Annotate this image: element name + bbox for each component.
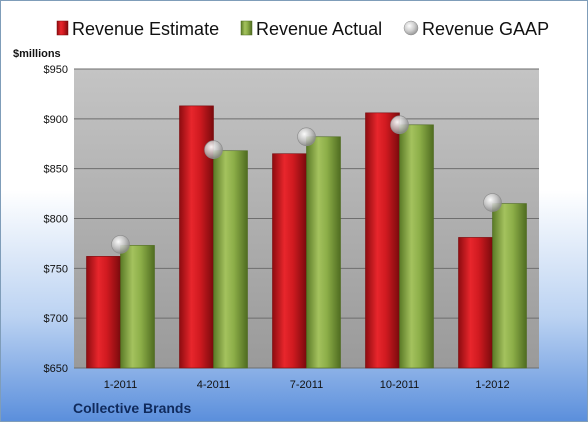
bar-estimate (86, 256, 121, 369)
legend-item-estimate: Revenue Estimate (56, 19, 219, 39)
y-tick-label: $650 (44, 363, 68, 375)
legend-label-actual: Revenue Actual (256, 19, 382, 39)
x-tick-label: 7-2011 (290, 379, 323, 391)
bar-actual (399, 124, 434, 369)
x-axis-ticks: 1-2011 4-2011 7-2011 10-2011 1-2012 (104, 379, 510, 391)
x-tick-label: 10-2011 (380, 379, 420, 391)
x-tick-label: 4-2011 (197, 379, 230, 391)
legend-swatch-actual (240, 20, 253, 36)
bar-actual (213, 150, 248, 369)
y-axis-ticks: $650 $700 $750 $800 $850 $900 $950 (44, 64, 68, 375)
y-tick-label: $900 (44, 114, 68, 126)
y-axis-units-label: $millions (13, 48, 61, 60)
bar-estimate (365, 112, 400, 369)
legend: Revenue Estimate Revenue Actual Revenue … (56, 19, 549, 39)
bar-actual (306, 136, 341, 369)
bar-actual (492, 203, 527, 369)
legend-item-actual: Revenue Actual (240, 19, 382, 39)
legend-item-gaap: Revenue GAAP (403, 19, 549, 39)
y-tick-label: $950 (44, 64, 68, 76)
gaap-marker (483, 193, 502, 212)
x-tick-label: 1-2011 (104, 379, 137, 391)
y-tick-label: $750 (44, 263, 68, 275)
y-tick-label: $850 (44, 164, 68, 176)
x-tick-label: 1-2012 (475, 379, 509, 391)
bar-estimate (458, 237, 493, 369)
bar-actual (120, 245, 155, 369)
company-name: Collective Brands (73, 400, 191, 416)
gaap-marker (111, 235, 130, 254)
legend-swatch-estimate (56, 20, 69, 36)
legend-label-gaap: Revenue GAAP (422, 19, 549, 39)
gaap-marker (297, 127, 316, 147)
y-tick-label: $700 (44, 313, 68, 325)
bars (86, 105, 527, 369)
bar-estimate (272, 153, 307, 369)
gaap-marker (390, 115, 409, 135)
gaap-markers (111, 115, 502, 254)
legend-label-estimate: Revenue Estimate (72, 19, 219, 39)
legend-swatch-gaap (403, 20, 419, 36)
y-tick-label: $800 (44, 214, 68, 226)
gaap-marker (204, 140, 223, 160)
